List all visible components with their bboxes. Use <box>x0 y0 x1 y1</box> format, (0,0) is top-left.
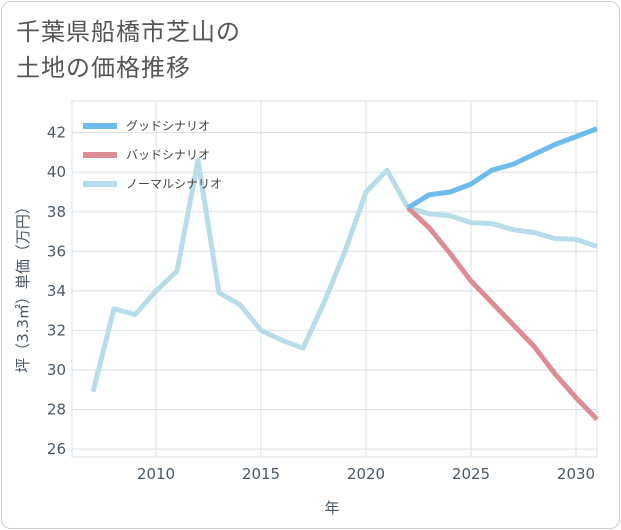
y-tick-label: 36 <box>47 242 66 260</box>
legend-label: バッドシナリオ <box>126 148 210 162</box>
series-line <box>90 157 598 393</box>
x-axis-title: 年 <box>324 499 339 517</box>
y-tick-label: 40 <box>47 163 66 181</box>
title-line-2: 土地の価格推移 <box>16 54 191 82</box>
x-tick-label: 2025 <box>452 465 490 483</box>
grid <box>71 100 598 458</box>
y-axis-title: 坪（3.3㎡）単価（万円） <box>14 199 32 373</box>
chart-title: 千葉県船橋市芝山の 土地の価格推移 <box>16 14 241 86</box>
y-tick-label: 32 <box>47 321 66 339</box>
x-tick-label: 2015 <box>242 465 280 483</box>
series-line <box>406 126 598 210</box>
y-tick-label: 28 <box>47 401 66 419</box>
x-tick-label: 2010 <box>137 465 175 483</box>
y-tick-label: 30 <box>47 361 66 379</box>
tick-labels: 26 28 30 32 34 36 38 40 42 2010 2015 2020 2025 2030 <box>47 124 595 483</box>
y-tick-label: 42 <box>47 124 66 142</box>
plot-border <box>71 100 598 458</box>
y-tick-label: 38 <box>47 203 66 221</box>
x-tick-label: 2020 <box>347 465 385 483</box>
series-layer <box>90 126 599 422</box>
y-tick-label: 34 <box>47 282 66 300</box>
legend-label: ノーマルシナリオ <box>126 177 222 191</box>
title-line-1: 千葉県船橋市芝山の <box>16 18 241 46</box>
x-tick-label: 2030 <box>557 465 595 483</box>
y-tick-label: 26 <box>47 440 66 458</box>
series-line <box>406 205 599 422</box>
legend-label: グッドシナリオ <box>126 119 210 133</box>
